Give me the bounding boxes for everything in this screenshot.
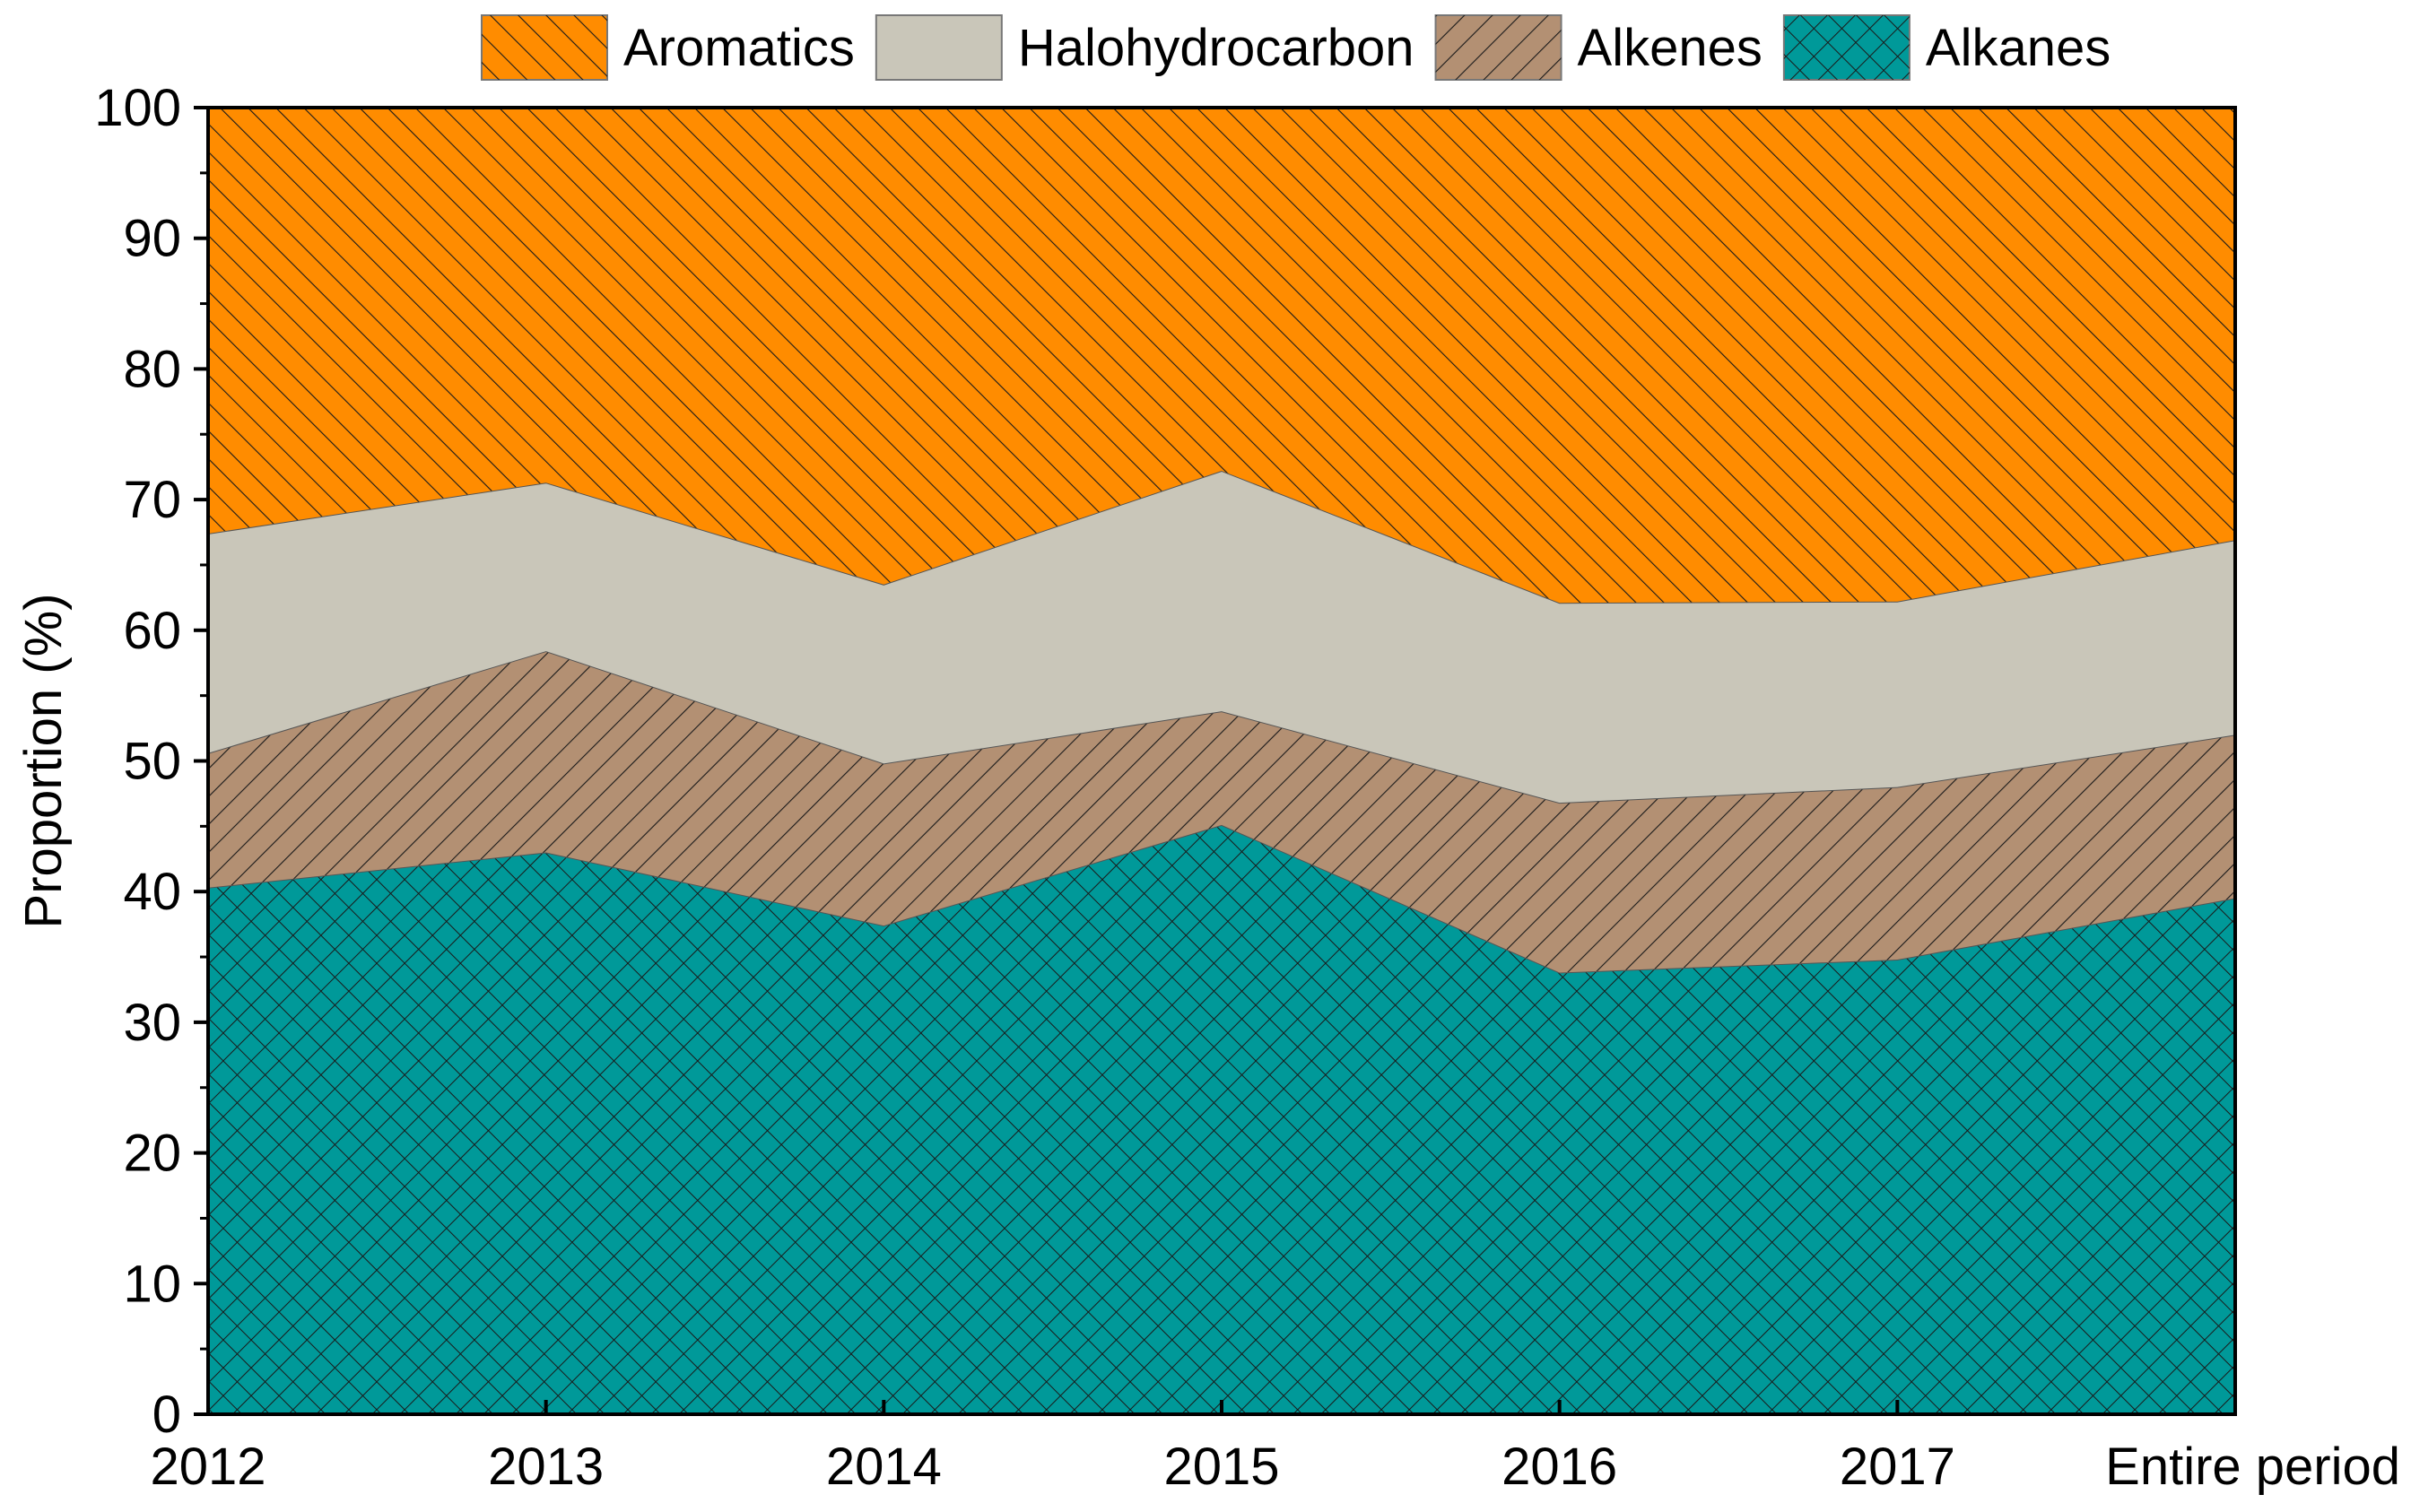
x-tick-label: Entire period [2105,1438,2400,1496]
y-tick-label: 80 [123,340,181,398]
y-axis: 0 10 20 30 40 50 60 70 80 90 100 [94,79,208,1444]
x-tick-label: 2016 [1501,1438,1617,1496]
x-tick-label: 2014 [826,1438,942,1496]
y-tick-label: 50 [123,733,181,791]
x-axis: 2012 2013 2014 2015 2016 2017 Entire period [150,1400,2400,1496]
legend-label-halohydrocarbon: Halohydrocarbon [1018,19,1414,77]
y-tick-label: 30 [123,994,181,1052]
area-alkenes-hatch [208,651,2235,973]
legend-swatch-alkanes-hatch [1783,15,1910,80]
y-tick-label: 20 [123,1125,181,1183]
y-tick-label: 70 [123,471,181,529]
area-alkanes-hatch [208,824,2235,1414]
y-tick-label: 100 [94,79,181,137]
y-tick-label: 40 [123,863,181,921]
x-tick-label: 2015 [1163,1438,1279,1496]
area-aromatics-hatch [208,108,2235,604]
legend-label-aromatics: Aromatics [623,19,855,77]
y-tick-label: 10 [123,1255,181,1313]
y-tick-label: 90 [123,210,181,268]
y-tick-label: 0 [152,1386,181,1444]
legend-item-alkanes: Alkanes [1782,14,2111,81]
legend-label-alkenes: Alkenes [1578,19,1763,77]
y-axis-title: Proportion (%) [14,594,73,929]
legend-item-alkenes: Alkenes [1434,14,1763,81]
area-halohydrocarbon [208,471,2235,804]
y-tick-label: 60 [123,602,181,660]
legend-label-alkanes: Alkanes [1926,19,2111,77]
x-tick-label: 2013 [488,1438,604,1496]
x-tick-label: 2017 [1840,1438,1955,1496]
legend-swatch-aromatics-hatch [482,15,607,80]
legend-swatch-halohydrocarbon [875,14,1003,81]
legend-item-halohydrocarbon: Halohydrocarbon [875,14,1414,81]
legend-item-aromatics: Aromatics [481,14,855,81]
legend-swatch-alkenes-hatch [1435,15,1562,80]
legend: Aromatics Halohydrocarbon Alkenes Alkanes [481,14,2111,81]
x-tick-label: 2012 [150,1438,265,1496]
area-layers [207,107,2236,1414]
